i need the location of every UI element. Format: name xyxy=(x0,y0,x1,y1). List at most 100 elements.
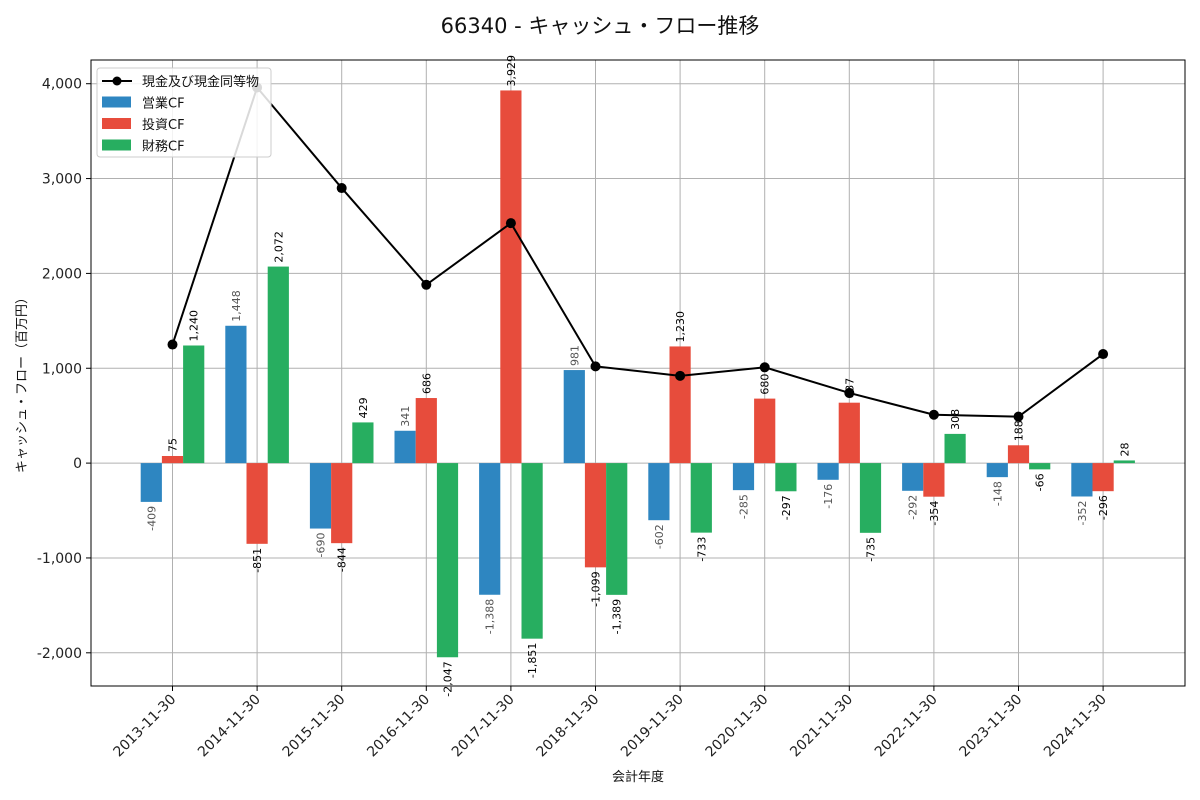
y-tick-label: 1,000 xyxy=(42,361,82,377)
bar xyxy=(732,463,755,491)
bar xyxy=(1092,463,1114,492)
cash-point xyxy=(505,218,516,229)
bar xyxy=(309,463,332,529)
bar xyxy=(1007,445,1030,464)
y-tick-label: 2,000 xyxy=(42,266,82,282)
cash-point xyxy=(167,339,178,350)
data-label: 2,072 xyxy=(272,231,285,263)
data-label: -148 xyxy=(991,481,1004,506)
data-label: -352 xyxy=(1076,500,1089,525)
bar xyxy=(584,463,607,568)
chart-title: 66340 - キャッシュ・フロー推移 xyxy=(441,14,760,38)
legend-marker xyxy=(112,76,122,86)
bar xyxy=(1113,460,1135,464)
bar xyxy=(394,430,416,464)
bar xyxy=(246,463,268,544)
data-label: 188 xyxy=(1013,420,1026,441)
data-label: 28 xyxy=(1118,442,1131,456)
y-tick-label: 0 xyxy=(73,456,82,472)
data-label: -409 xyxy=(145,506,158,531)
data-label: -690 xyxy=(315,533,328,558)
x-tick-label: 2019-11-30 xyxy=(618,692,687,761)
cash-point xyxy=(336,183,347,194)
bar xyxy=(775,463,797,492)
bar xyxy=(500,90,522,464)
legend-label: 営業CF xyxy=(142,96,185,112)
bar xyxy=(521,463,543,639)
bar xyxy=(690,463,712,533)
bar xyxy=(944,433,966,464)
cash-point xyxy=(928,409,939,420)
data-label: -292 xyxy=(907,495,920,520)
cash-line xyxy=(171,85,1104,418)
data-label: -844 xyxy=(336,547,349,572)
bar xyxy=(140,463,162,502)
data-label: -602 xyxy=(653,524,666,549)
cash-point xyxy=(1098,349,1109,360)
cash-point xyxy=(1013,411,1024,422)
bar xyxy=(817,463,839,480)
bar xyxy=(161,455,184,464)
bar xyxy=(331,463,353,544)
y-axis-label: キャッシュ・フロー（百万円） xyxy=(15,291,30,473)
legend-label: 現金及び現金同等物 xyxy=(142,74,259,90)
x-tick-label: 2016-11-30 xyxy=(364,692,433,761)
cash-point xyxy=(590,361,601,372)
data-label: -2,047 xyxy=(442,661,455,696)
x-tick-label: 2023-11-30 xyxy=(956,692,1025,761)
bar xyxy=(859,463,882,533)
data-label: 686 xyxy=(420,373,433,394)
cash-point xyxy=(844,387,855,398)
legend-label: 投資CF xyxy=(142,117,185,133)
y-tick-label: 3,000 xyxy=(42,172,82,188)
line-series xyxy=(167,82,1109,422)
bar xyxy=(436,463,459,658)
data-label: 680 xyxy=(759,374,772,395)
bar xyxy=(669,346,691,464)
bar xyxy=(606,463,628,595)
data-label: 1,240 xyxy=(188,310,201,342)
bar xyxy=(183,345,205,464)
data-label: 308 xyxy=(949,409,962,430)
data-label: 981 xyxy=(568,345,581,366)
x-tick-label: 2021-11-30 xyxy=(787,692,856,761)
y-tick-label: 4,000 xyxy=(42,77,82,93)
data-label: -1,099 xyxy=(590,571,603,606)
data-label: -354 xyxy=(928,501,941,526)
bar xyxy=(352,422,374,464)
legend-bar-swatch xyxy=(102,96,131,108)
bar-series xyxy=(140,90,1135,658)
data-label: 1,230 xyxy=(674,311,687,343)
legend-bar-swatch xyxy=(102,139,131,151)
x-tick-label: 2020-11-30 xyxy=(703,692,772,761)
cash-point xyxy=(675,370,686,381)
bar xyxy=(415,398,437,464)
bar xyxy=(563,370,585,464)
data-label: 637 xyxy=(843,378,856,399)
legend-label: 財務CF xyxy=(142,140,185,155)
bar xyxy=(923,463,945,497)
data-label: -1,388 xyxy=(484,599,497,634)
bar xyxy=(902,463,924,491)
bar xyxy=(838,402,860,464)
cash-point xyxy=(759,362,770,373)
bar xyxy=(648,463,670,521)
data-labels: -409 1,448 -690 341 -1,388 981 -602 -285 -176 -29… xyxy=(145,55,1131,697)
bar xyxy=(225,325,247,464)
data-label: -735 xyxy=(865,537,878,562)
x-tick-label: 2017-11-30 xyxy=(449,692,518,761)
data-label: 3,929 xyxy=(505,55,518,87)
data-label: -297 xyxy=(780,495,793,520)
data-label: 341 xyxy=(399,406,412,427)
data-label: 1,448 xyxy=(230,290,243,322)
legend-bar-swatch xyxy=(102,118,131,129)
bar xyxy=(479,463,501,595)
x-tick-label: 2014-11-30 xyxy=(195,692,264,761)
data-label: -1,389 xyxy=(611,599,624,634)
data-label: -851 xyxy=(251,548,264,573)
x-tick-label: 2018-11-30 xyxy=(533,692,602,761)
y-tick-label: -2,000 xyxy=(37,646,82,662)
bar xyxy=(1071,463,1093,497)
